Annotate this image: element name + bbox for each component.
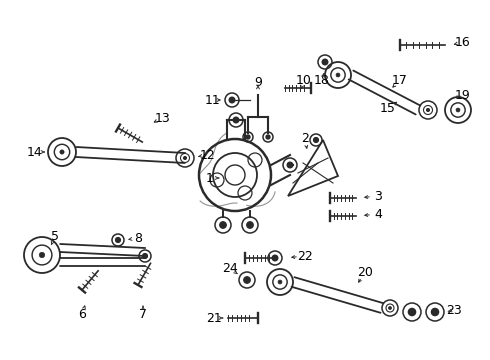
Text: 1: 1 bbox=[206, 171, 214, 185]
Circle shape bbox=[246, 135, 250, 139]
Text: 23: 23 bbox=[446, 303, 462, 316]
Circle shape bbox=[233, 117, 239, 123]
Circle shape bbox=[39, 252, 45, 258]
Circle shape bbox=[266, 135, 270, 139]
Text: 12: 12 bbox=[200, 149, 216, 162]
Circle shape bbox=[60, 150, 64, 154]
Text: 10: 10 bbox=[296, 73, 312, 86]
Circle shape bbox=[220, 222, 226, 228]
Text: 16: 16 bbox=[455, 36, 471, 49]
Text: 3: 3 bbox=[374, 189, 382, 202]
Text: 2: 2 bbox=[301, 131, 309, 144]
Text: 14: 14 bbox=[27, 145, 43, 158]
Circle shape bbox=[116, 238, 121, 242]
Text: 18: 18 bbox=[314, 73, 330, 86]
Text: 24: 24 bbox=[222, 261, 238, 274]
Circle shape bbox=[389, 307, 391, 309]
Circle shape bbox=[278, 280, 282, 284]
Circle shape bbox=[336, 73, 340, 77]
Circle shape bbox=[272, 255, 278, 261]
Circle shape bbox=[143, 253, 147, 258]
Circle shape bbox=[247, 222, 253, 228]
Text: 20: 20 bbox=[357, 266, 373, 279]
Text: 11: 11 bbox=[205, 94, 221, 107]
Circle shape bbox=[431, 309, 439, 316]
Text: 17: 17 bbox=[392, 73, 408, 86]
Circle shape bbox=[408, 309, 416, 316]
Circle shape bbox=[322, 59, 328, 65]
Circle shape bbox=[456, 108, 460, 112]
Circle shape bbox=[184, 157, 186, 159]
Text: 22: 22 bbox=[297, 249, 313, 262]
Text: 13: 13 bbox=[155, 112, 171, 125]
Text: 4: 4 bbox=[374, 207, 382, 220]
Text: 19: 19 bbox=[455, 89, 471, 102]
Circle shape bbox=[229, 97, 235, 103]
Text: 15: 15 bbox=[380, 102, 396, 114]
Circle shape bbox=[314, 138, 318, 143]
Text: 5: 5 bbox=[51, 230, 59, 243]
Text: 8: 8 bbox=[134, 231, 142, 244]
Circle shape bbox=[287, 162, 293, 168]
Text: 6: 6 bbox=[78, 309, 86, 321]
Text: 9: 9 bbox=[254, 76, 262, 89]
Circle shape bbox=[427, 109, 429, 111]
Circle shape bbox=[244, 277, 250, 283]
Text: 21: 21 bbox=[206, 311, 222, 324]
Text: 7: 7 bbox=[139, 309, 147, 321]
